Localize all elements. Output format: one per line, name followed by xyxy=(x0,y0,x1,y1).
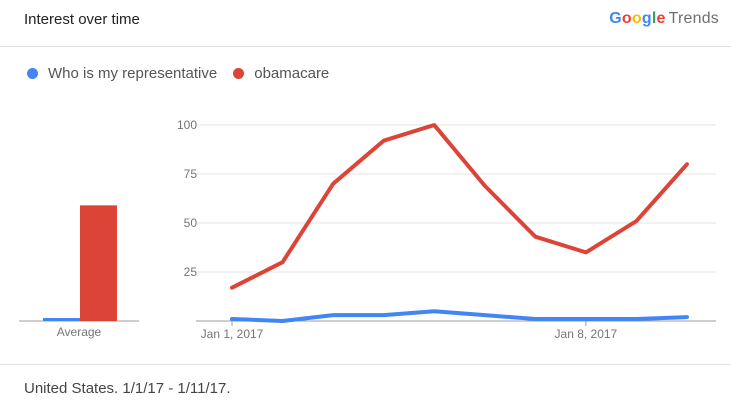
legend-label: Who is my representative xyxy=(48,64,218,82)
x-tick-label: Jan 1, 2017 xyxy=(201,327,264,341)
y-tick-label: 25 xyxy=(184,265,198,279)
legend-dot-icon xyxy=(233,67,245,79)
x-tick-label: Jan 8, 2017 xyxy=(555,327,618,341)
y-tick-label: 75 xyxy=(184,167,198,181)
legend-dot-icon xyxy=(27,67,38,79)
chart-legend: Who is my representative obamacare xyxy=(27,63,345,83)
region-date-range: United States. 1/1/17 - 1/11/17. xyxy=(24,380,231,397)
y-tick-label: 100 xyxy=(177,118,197,132)
trends-wordmark: Trends xyxy=(668,10,719,27)
x-axis-ticks: Jan 1, 2017 Jan 8, 2017 xyxy=(201,321,618,341)
brand-letter: G xyxy=(609,10,622,27)
legend-item-series-2[interactable]: obamacare xyxy=(233,65,329,82)
brand-letter: e xyxy=(656,10,666,27)
legend-item-series-1[interactable]: Who is my representative xyxy=(27,65,217,82)
legend-label: obamacare xyxy=(254,64,330,82)
brand-letter: o xyxy=(621,10,632,27)
chart-footer: United States. 1/1/17 - 1/11/17. xyxy=(0,364,731,406)
y-tick-label: 50 xyxy=(184,216,198,230)
chart-header: Interest over time Google Trends xyxy=(0,0,731,47)
average-bar-series-2[interactable] xyxy=(80,205,117,321)
brand-letter: g xyxy=(641,10,652,27)
brand-letter: l xyxy=(651,10,657,27)
chart-title: Interest over time xyxy=(24,11,140,28)
series-lines xyxy=(230,123,689,323)
average-panel: Average xyxy=(19,205,139,339)
google-wordmark: Google xyxy=(609,10,665,27)
brand-letter: o xyxy=(631,10,642,27)
average-label: Average xyxy=(57,325,102,339)
average-bar-series-1[interactable] xyxy=(43,318,80,321)
series-line-2[interactable] xyxy=(230,123,689,290)
series-line-1[interactable] xyxy=(230,309,689,323)
google-trends-logo[interactable]: Google Trends xyxy=(609,10,719,28)
